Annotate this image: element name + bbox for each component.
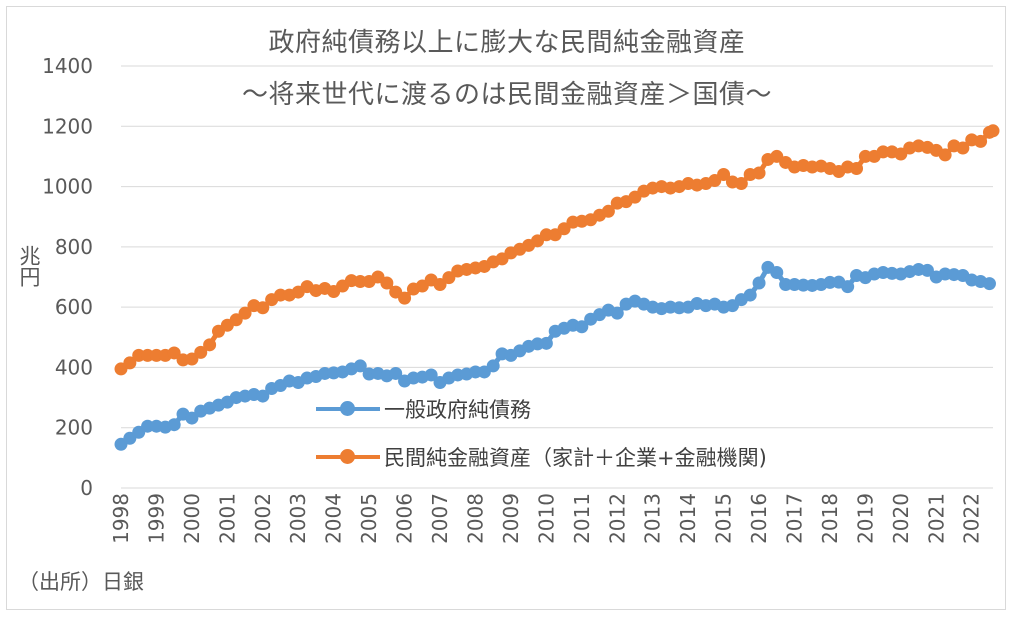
data-point-series-1 <box>433 278 447 292</box>
data-point-series-1 <box>185 352 199 366</box>
source-note: （出所）日銀 <box>18 570 144 594</box>
data-point-series-0 <box>167 418 181 432</box>
data-point-series-1 <box>238 306 252 320</box>
legend-item-gov-debt: 一般政府純債務 <box>316 394 531 424</box>
data-point-series-1 <box>734 177 748 191</box>
data-point-series-1 <box>442 271 456 285</box>
data-point-series-1 <box>752 166 766 180</box>
y-tick-label: 1000 <box>42 175 93 199</box>
legend-swatch-gov-debt <box>316 398 380 420</box>
data-point-series-1 <box>256 301 270 315</box>
x-tick-label: 2017 <box>782 493 806 544</box>
data-point-series-1 <box>167 346 181 360</box>
y-tick-label: 800 <box>55 235 93 259</box>
data-point-series-0 <box>610 306 624 320</box>
x-tick-label: 2005 <box>357 493 381 544</box>
data-point-series-0 <box>743 288 757 302</box>
data-point-series-0 <box>982 277 996 291</box>
y-tick-label: 400 <box>55 355 93 379</box>
legend-swatch-private-assets <box>316 446 380 468</box>
legend-item-private-assets: 民間純金融資産（家計＋企業+金融機関) <box>316 442 767 472</box>
x-tick-label: 2019 <box>853 493 877 544</box>
x-tick-label: 2020 <box>889 493 913 544</box>
data-point-series-1 <box>194 345 208 359</box>
x-tick-label: 2011 <box>570 493 594 544</box>
data-point-series-0 <box>185 411 199 425</box>
data-point-series-1 <box>986 124 1000 138</box>
data-point-series-1 <box>229 313 243 327</box>
y-axis-label: 兆円 <box>17 245 41 287</box>
chart-frame <box>6 6 1006 610</box>
x-tick-label: 1998 <box>109 493 133 544</box>
data-point-series-1 <box>123 356 137 370</box>
data-point-series-1 <box>974 134 988 148</box>
x-tick-label: 2007 <box>428 493 452 544</box>
data-point-series-1 <box>717 168 731 182</box>
data-point-series-0 <box>841 280 855 294</box>
data-point-series-1 <box>203 338 217 352</box>
series-line-0 <box>119 264 991 447</box>
data-point-series-0 <box>424 368 438 382</box>
data-point-series-1 <box>850 161 864 175</box>
chart-title: 政府純債務以上に膨大な民間純金融資産 <box>268 28 746 58</box>
x-tick-label: 2015 <box>712 493 736 544</box>
data-point-series-0 <box>353 359 367 373</box>
chart-subtitle: ～将来世代に渡るのは民間金融資産＞国債～ <box>241 80 772 110</box>
y-tick-label: 0 <box>80 476 93 500</box>
data-point-series-0 <box>389 366 403 380</box>
x-tick-label: 2002 <box>251 493 275 544</box>
data-point-series-0 <box>256 389 270 403</box>
data-point-series-1 <box>380 276 394 290</box>
data-point-series-1 <box>938 148 952 162</box>
data-point-series-1 <box>601 204 615 218</box>
x-tick-label: 2008 <box>463 493 487 544</box>
data-point-series-0 <box>486 359 500 373</box>
x-tick-label: 2018 <box>818 493 842 544</box>
x-tick-label: 2016 <box>747 493 771 544</box>
x-tick-label: 2000 <box>180 493 204 544</box>
data-point-series-0 <box>539 336 553 350</box>
y-tick-label: 200 <box>55 416 93 440</box>
data-point-series-1 <box>398 291 412 305</box>
data-point-series-1 <box>557 222 571 236</box>
x-tick-label: 2001 <box>215 493 239 544</box>
x-tick-label: 2004 <box>322 493 346 544</box>
x-tick-label: 2009 <box>499 493 523 544</box>
y-tick-label: 1400 <box>42 54 93 78</box>
data-point-series-0 <box>770 265 784 279</box>
x-tick-label: 2022 <box>960 493 984 544</box>
x-tick-label: 2021 <box>924 493 948 544</box>
y-tick-label: 1200 <box>42 114 93 138</box>
x-tick-label: 2012 <box>605 493 629 544</box>
x-tick-label: 2003 <box>286 493 310 544</box>
x-tick-label: 1999 <box>144 493 168 544</box>
x-tick-label: 2010 <box>534 493 558 544</box>
x-tick-label: 2014 <box>676 493 700 544</box>
legend-label-gov-debt: 一般政府純債務 <box>384 398 531 422</box>
x-tick-label: 2006 <box>393 493 417 544</box>
data-point-series-0 <box>575 320 589 334</box>
data-point-series-1 <box>956 141 970 155</box>
data-point-series-0 <box>752 276 766 290</box>
data-point-series-0 <box>920 263 934 277</box>
x-tick-label: 2013 <box>641 493 665 544</box>
legend-label-private-assets: 民間純金融資産（家計＋企業+金融機関) <box>384 446 767 470</box>
y-tick-label: 600 <box>55 295 93 319</box>
